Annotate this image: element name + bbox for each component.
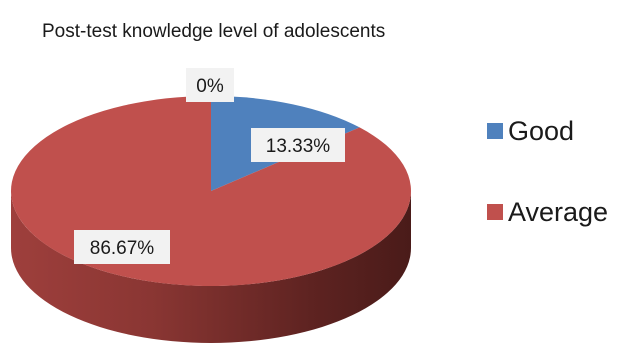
data-label-average: 86.67% bbox=[74, 230, 170, 264]
data-label-good: 13.33% bbox=[251, 128, 345, 162]
legend-item-average: Average bbox=[487, 197, 608, 227]
data-label-poor: 0% bbox=[186, 68, 234, 102]
data-label-text-average: 86.67% bbox=[90, 238, 155, 259]
legend-swatch-average bbox=[487, 204, 503, 220]
data-label-box-average bbox=[74, 230, 170, 264]
chart-title: Post-test knowledge level of adolescents bbox=[42, 21, 385, 42]
legend: Good Average bbox=[487, 116, 608, 227]
pie-slices bbox=[10, 96, 411, 343]
data-label-text-poor: 0% bbox=[196, 76, 224, 97]
legend-label-good: Good bbox=[508, 116, 574, 146]
data-label-box-poor bbox=[186, 68, 234, 102]
legend-item-good: Good bbox=[487, 116, 574, 146]
pie-side-average bbox=[11, 191, 411, 343]
data-label-box-good bbox=[251, 128, 345, 162]
legend-swatch-good bbox=[487, 123, 503, 139]
data-label-text-good: 13.33% bbox=[266, 136, 331, 157]
data-labels: 0% 13.33% 86.67% bbox=[74, 68, 345, 264]
legend-label-average: Average bbox=[508, 197, 608, 227]
